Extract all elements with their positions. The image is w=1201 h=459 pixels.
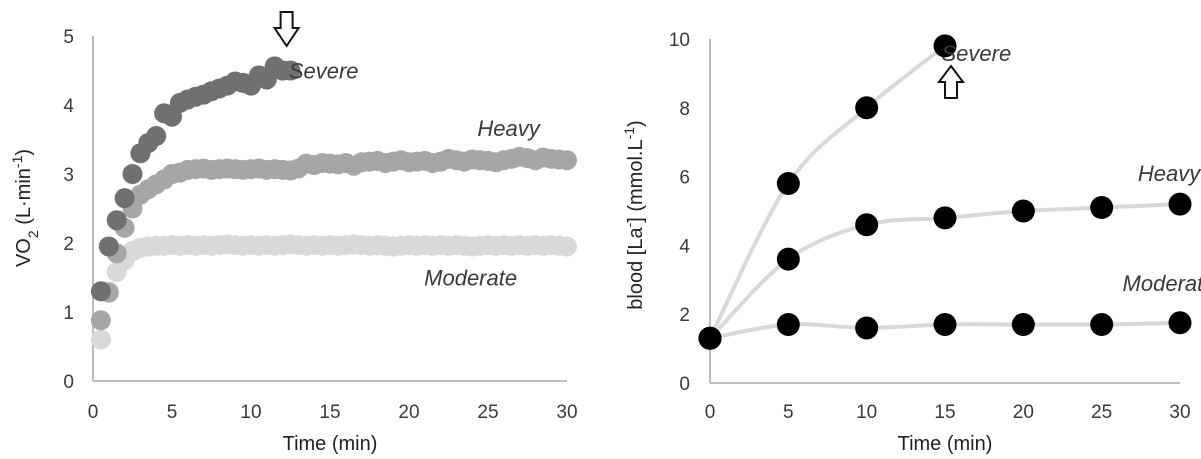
data-point	[855, 213, 879, 237]
up-arrow-icon	[937, 64, 965, 99]
y-axis-title-part: blood [La	[625, 227, 647, 310]
y-axis-title-part: )	[13, 149, 35, 156]
y-axis-title-part: ] (mmol.L	[625, 139, 647, 222]
y-axis-title-part: VO	[13, 238, 35, 267]
data-point	[1090, 196, 1114, 220]
blood-lactate-chart: 0 2 4 6 8 10 0 5 10 15 20 25 30 Time (min) blood [La-]…	[621, 30, 1201, 455]
x-tick-label: 15	[934, 402, 955, 423]
series-moderate	[698, 311, 1192, 350]
y-axis-title-part: 2	[25, 230, 41, 238]
series-label-heavy: Heavy	[1138, 161, 1201, 186]
data-point	[933, 313, 957, 337]
x-tick-label: 20	[398, 402, 419, 423]
y-tick-label: 4	[679, 236, 690, 257]
y-axis-title-part: )	[625, 120, 647, 127]
y-tick-label: 0	[679, 374, 690, 395]
x-tick-label: 0	[88, 402, 99, 423]
series-label-moderate: Moderate	[424, 266, 517, 291]
x-tick-label: 5	[783, 402, 794, 423]
series-heavy	[90, 146, 577, 331]
down-arrow-icon	[272, 11, 301, 48]
x-tick-label: 0	[705, 402, 716, 423]
data-point	[855, 96, 879, 120]
data-point	[1011, 313, 1035, 337]
series-moderate	[90, 234, 577, 350]
x-tick-label: 25	[1091, 402, 1112, 423]
data-point	[557, 236, 577, 257]
y-tick-label: 6	[679, 168, 690, 189]
x-tick-label: 20	[1013, 402, 1034, 423]
y-tick-label: 10	[669, 30, 690, 51]
x-tick-label: 30	[1169, 402, 1190, 423]
y-tick-label: 8	[679, 99, 690, 120]
x-axis-title: Time (min)	[283, 433, 378, 455]
y-axis-title-part: -1	[621, 127, 637, 140]
data-point	[776, 171, 800, 195]
y-tick-label: 0	[63, 372, 74, 393]
data-point	[776, 247, 800, 271]
y-tick-label: 1	[63, 303, 74, 324]
data-point	[90, 329, 111, 350]
data-point	[106, 210, 127, 231]
data-point	[90, 281, 111, 302]
x-tick-label: 30	[556, 402, 577, 423]
data-point	[1168, 311, 1192, 335]
y-axis-title: blood [La-] (mmol.L-1)	[621, 120, 647, 309]
data-point	[146, 126, 167, 147]
series-label-severe: Severe	[289, 59, 359, 84]
data-point	[698, 326, 722, 350]
series-label-heavy: Heavy	[477, 116, 541, 141]
data-point	[90, 310, 111, 331]
series-label-severe: Severe	[941, 41, 1011, 66]
y-axis-title-part: -	[621, 222, 637, 227]
y-axis-title: VO2 (L·min-1)	[9, 149, 41, 267]
data-point	[933, 206, 957, 230]
y-tick-label: 2	[679, 305, 690, 326]
data-point	[122, 164, 143, 184]
data-point	[1090, 313, 1114, 337]
series-line-severe	[708, 44, 947, 340]
y-tick-label: 2	[63, 234, 74, 255]
series-label-moderate: Moderate	[1123, 271, 1201, 296]
data-point	[98, 236, 119, 257]
x-tick-label: 15	[319, 402, 340, 423]
y-axis-title-part: -1	[9, 155, 25, 168]
x-tick-label: 5	[167, 402, 178, 423]
data-point	[280, 60, 301, 81]
y-tick-label: 4	[63, 96, 74, 117]
data-point	[114, 188, 135, 209]
y-tick-label: 5	[63, 27, 74, 48]
data-point	[776, 313, 800, 337]
data-point	[557, 150, 577, 171]
series-severe	[698, 34, 957, 350]
x-axis-title: Time (min)	[898, 433, 993, 455]
y-axis-title-part: (L·min	[13, 168, 35, 230]
y-tick-label: 3	[63, 165, 74, 186]
data-point	[1168, 192, 1192, 216]
data-point	[1011, 199, 1035, 223]
data-point	[855, 316, 879, 340]
series-severe	[90, 56, 301, 302]
data-point	[933, 34, 957, 58]
x-tick-label: 10	[240, 402, 261, 423]
x-tick-label: 25	[477, 402, 498, 423]
x-tick-label: 10	[856, 402, 877, 423]
